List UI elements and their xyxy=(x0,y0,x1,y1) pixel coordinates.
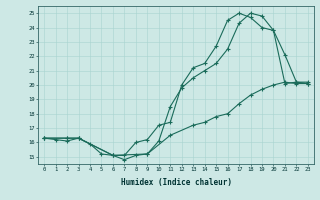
X-axis label: Humidex (Indice chaleur): Humidex (Indice chaleur) xyxy=(121,178,231,187)
